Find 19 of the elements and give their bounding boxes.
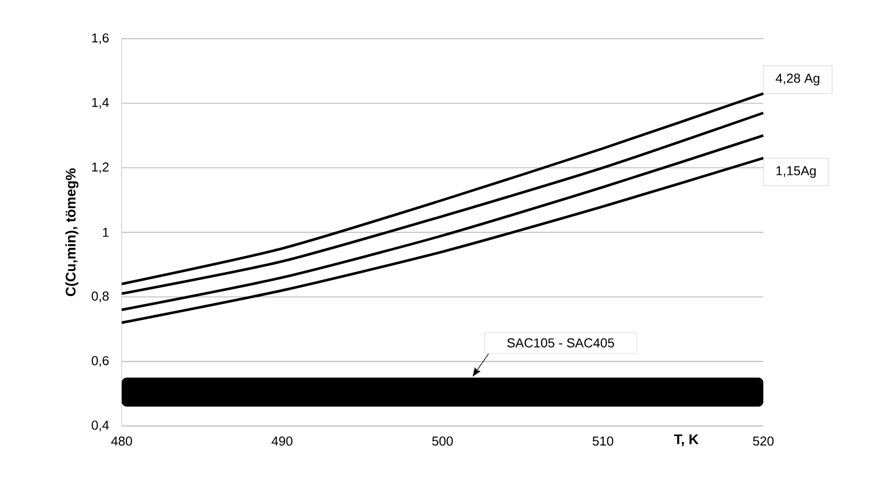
y-tick-label: 0,4 <box>92 420 109 432</box>
line-series <box>120 156 765 324</box>
y-tick-label: 1,2 <box>92 162 109 174</box>
x-tick-label: 510 <box>592 436 614 446</box>
y-tick-label: 0,6 <box>92 356 109 367</box>
x-axis-title: T, K <box>674 434 699 446</box>
x-tick-label: 520 <box>753 436 774 446</box>
line-series <box>120 134 765 312</box>
series-label: 4,28 Ag <box>776 74 820 86</box>
y-tick-label: 1,6 <box>92 33 109 44</box>
y-tick-label: 0,8 <box>92 292 109 302</box>
band-label: SAC105 - SAC405 <box>507 338 614 348</box>
x-tick-label: 480 <box>111 436 132 446</box>
x-tick-label: 490 <box>272 436 292 446</box>
x-tick-label: 500 <box>432 436 453 446</box>
y-tick-label: 1 <box>103 228 109 237</box>
y-axis-title: C(Cu,min), tömeg% <box>65 168 78 296</box>
series-label: 1,15Ag <box>776 166 816 178</box>
y-tick-label: 1,4 <box>92 98 109 109</box>
